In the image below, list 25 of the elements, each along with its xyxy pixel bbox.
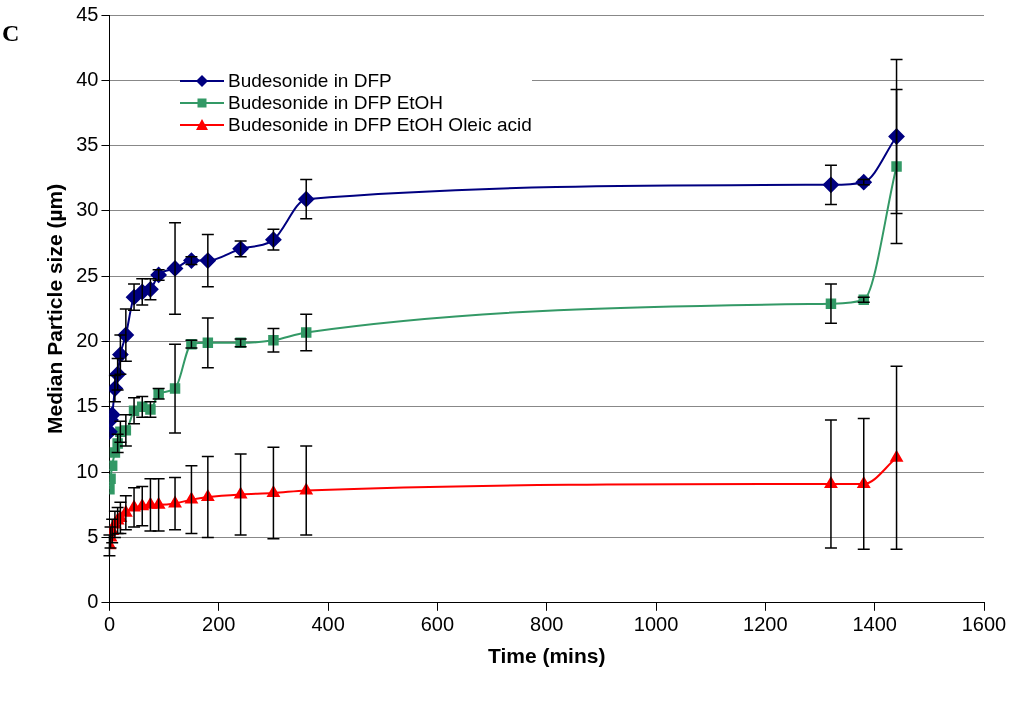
y-tick-label: 15 bbox=[76, 394, 99, 417]
x-tick-label: 1000 bbox=[633, 613, 679, 636]
text: C bbox=[2, 20, 20, 47]
legend-label: Budesonide in DFP bbox=[228, 70, 392, 92]
y-tick-label: 40 bbox=[76, 67, 99, 90]
y-tick-label: 35 bbox=[76, 133, 99, 156]
y-tick-label: 5 bbox=[87, 525, 99, 547]
legend-label: Budesonide in DFP EtOH Oleic acid bbox=[228, 114, 532, 136]
y-tick-label: 10 bbox=[76, 459, 99, 482]
x-tick-label: 800 bbox=[530, 613, 564, 636]
y-tick-label: 30 bbox=[76, 198, 99, 221]
x-tick-label: 200 bbox=[202, 613, 236, 636]
x-tick-label: 1400 bbox=[852, 613, 897, 636]
x-tick-label: 400 bbox=[311, 613, 345, 636]
x-tick-label: 0 bbox=[103, 613, 116, 636]
y-tick-label: 0 bbox=[87, 590, 99, 613]
legend-label: Budesonide in DFP EtOH bbox=[228, 92, 444, 114]
y-tick-label: 25 bbox=[76, 263, 99, 286]
x-tick-label: 600 bbox=[420, 613, 455, 636]
x-tick-label: 1600 bbox=[961, 613, 1007, 636]
y-tick-label: 20 bbox=[76, 329, 99, 352]
x-tick-label: 1200 bbox=[743, 613, 788, 636]
x-axis-title: Time (mins) bbox=[487, 644, 606, 668]
y-axis-title: Median Particle size (µm) bbox=[43, 183, 67, 434]
y-tick-label: 45 bbox=[76, 2, 99, 25]
